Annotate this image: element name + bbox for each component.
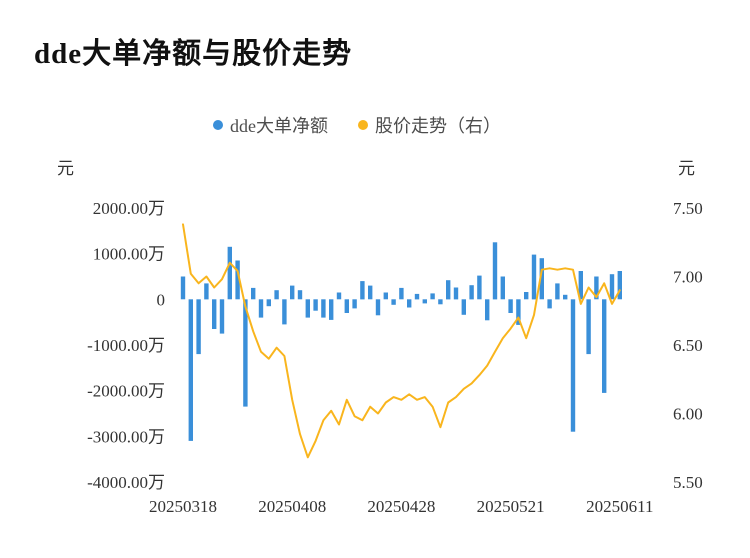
- left-axis-tick-label: 2000.00万: [93, 199, 165, 218]
- net-amount-bar: [594, 276, 599, 300]
- net-amount-bar: [321, 299, 326, 318]
- net-amount-bar: [430, 293, 435, 300]
- net-amount-bar: [266, 299, 271, 307]
- net-amount-bar: [297, 290, 303, 300]
- legend-dot-price-icon: [358, 120, 368, 130]
- net-amount-bar: [578, 271, 583, 300]
- net-amount-bar: [313, 299, 318, 311]
- net-amount-bar: [282, 299, 287, 325]
- net-amount-bar: [469, 285, 474, 300]
- right-axis-tick-label: 6.00: [673, 405, 703, 424]
- net-amount-bar: [251, 287, 256, 300]
- x-axis-tick-label: 20250318: [149, 497, 217, 516]
- net-amount-bar: [188, 299, 193, 441]
- legend-dot-dde-net-icon: [213, 120, 223, 130]
- net-amount-bar: [196, 299, 201, 355]
- net-amount-bar: [391, 299, 396, 305]
- net-amount-bar: [570, 299, 576, 432]
- x-axis-tick-label: 20250408: [258, 497, 326, 516]
- net-amount-bar: [446, 280, 451, 300]
- price-line: [182, 223, 621, 459]
- net-amount-bar: [375, 299, 381, 316]
- net-amount-bar: [360, 281, 365, 300]
- net-amount-bar: [243, 299, 248, 407]
- legend-item-price[interactable]: 股价走势（右）: [358, 112, 501, 138]
- net-amount-bar: [305, 299, 310, 318]
- x-axis-tick-label: 20250428: [367, 497, 435, 516]
- net-amount-bar: [539, 258, 544, 300]
- x-axis-tick-label: 20250611: [586, 497, 653, 516]
- net-amount-bar: [461, 299, 466, 315]
- net-amount-bar: [290, 285, 295, 300]
- net-amount-bar: [453, 287, 459, 300]
- left-axis-tick-label: 1000.00万: [93, 245, 165, 264]
- left-axis-tick-label: -2000.00万: [87, 382, 165, 401]
- right-axis-unit-label: 元: [678, 159, 695, 178]
- net-amount-bar: [383, 292, 388, 300]
- chart-title: dde大单净额与股价走势: [34, 38, 353, 70]
- net-amount-bar: [531, 254, 537, 300]
- net-amount-bar: [524, 292, 529, 300]
- net-amount-bar: [485, 299, 490, 321]
- net-amount-bar: [204, 283, 209, 300]
- net-amount-bar: [274, 290, 279, 300]
- net-amount-bar: [399, 287, 404, 300]
- left-axis-tick-label: 0: [157, 290, 166, 309]
- net-amount-bar: [227, 246, 232, 300]
- net-amount-bar: [344, 299, 349, 313]
- net-amount-bar: [352, 299, 357, 309]
- left-axis-tick-label: -3000.00万: [87, 427, 165, 446]
- net-amount-bar: [438, 299, 443, 305]
- net-amount-bar: [547, 299, 552, 309]
- net-amount-bar: [492, 242, 498, 300]
- net-amount-bar: [422, 299, 427, 304]
- net-amount-bar: [414, 293, 420, 300]
- net-amount-bar: [477, 275, 482, 300]
- right-axis-tick-label: 5.50: [673, 473, 703, 492]
- left-axis-tick-label: -4000.00万: [87, 473, 165, 492]
- net-amount-bar: [609, 274, 615, 300]
- net-amount-bar: [563, 294, 568, 300]
- net-amount-bar: [617, 271, 622, 300]
- net-amount-bar: [602, 299, 607, 393]
- net-amount-bar: [500, 276, 505, 300]
- net-amount-bar: [219, 299, 225, 334]
- net-amount-bar: [329, 299, 334, 320]
- net-amount-bar: [336, 292, 342, 300]
- left-axis-tick-label: -1000.00万: [87, 336, 165, 355]
- legend: dde大单净额 股价走势（右）: [0, 112, 732, 138]
- right-axis-tick-label: 6.50: [673, 336, 703, 355]
- legend-item-dde-net[interactable]: dde大单净额: [213, 112, 328, 138]
- left-axis-unit-label: 元: [57, 159, 74, 178]
- net-amount-bar: [180, 276, 186, 300]
- net-amount-bar: [407, 299, 412, 308]
- x-axis-tick-label: 20250521: [477, 497, 545, 516]
- net-amount-bar: [235, 260, 240, 300]
- net-amount-bar: [516, 299, 521, 325]
- right-axis-tick-label: 7.00: [673, 268, 703, 287]
- net-amount-bar: [555, 283, 560, 300]
- right-axis-tick-label: 7.50: [673, 199, 703, 218]
- legend-label-price: 股价走势（右）: [375, 116, 501, 136]
- net-amount-bar: [508, 299, 513, 313]
- legend-label-dde-net: dde大单净额: [230, 116, 328, 136]
- net-amount-bar: [212, 299, 217, 329]
- net-amount-bar: [368, 285, 373, 300]
- net-amount-bar: [586, 299, 591, 355]
- net-amount-bar: [258, 299, 264, 318]
